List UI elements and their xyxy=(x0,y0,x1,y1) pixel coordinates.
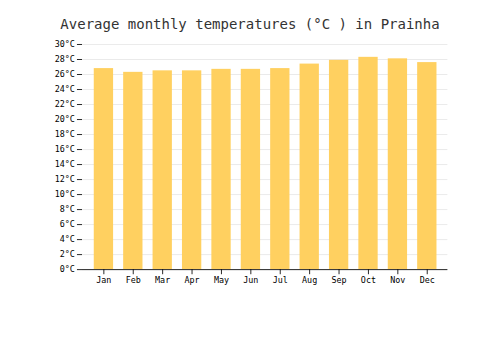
svg-text:Sep: Sep xyxy=(331,275,346,285)
svg-text:30°C: 30°C xyxy=(55,39,75,49)
svg-text:0°C: 0°C xyxy=(60,264,75,274)
svg-text:May: May xyxy=(214,275,229,285)
svg-text:Jun: Jun xyxy=(243,275,258,285)
svg-text:14°C: 14°C xyxy=(55,159,75,169)
svg-text:16°C: 16°C xyxy=(55,144,75,154)
svg-text:8°C: 8°C xyxy=(60,204,75,214)
svg-text:26°C: 26°C xyxy=(55,69,75,79)
svg-text:18°C: 18°C xyxy=(55,129,75,139)
svg-text:Aug: Aug xyxy=(302,275,317,285)
svg-text:10°C: 10°C xyxy=(55,189,75,199)
svg-text:Mar: Mar xyxy=(155,275,170,285)
svg-text:24°C: 24°C xyxy=(55,84,75,94)
svg-text:Apr: Apr xyxy=(184,275,199,285)
svg-text:Dec: Dec xyxy=(420,275,435,285)
svg-text:20°C: 20°C xyxy=(55,114,75,124)
svg-text:12°C: 12°C xyxy=(55,174,75,184)
svg-text:28°C: 28°C xyxy=(55,54,75,64)
html-text:Average monthly temperatures (: Average monthly temperatures (°C ) in Pr… xyxy=(60,16,440,32)
svg-text:Jan: Jan xyxy=(96,275,111,285)
svg-text:22°C: 22°C xyxy=(55,99,75,109)
svg-text:Nov: Nov xyxy=(390,275,405,285)
svg-text:Jul: Jul xyxy=(273,275,288,285)
svg-text:2°C: 2°C xyxy=(60,249,75,259)
svg-text:Oct: Oct xyxy=(361,275,376,285)
svg-text:6°C: 6°C xyxy=(60,219,75,229)
svg-text:4°C: 4°C xyxy=(60,234,75,244)
svg-text:Feb: Feb xyxy=(126,275,141,285)
